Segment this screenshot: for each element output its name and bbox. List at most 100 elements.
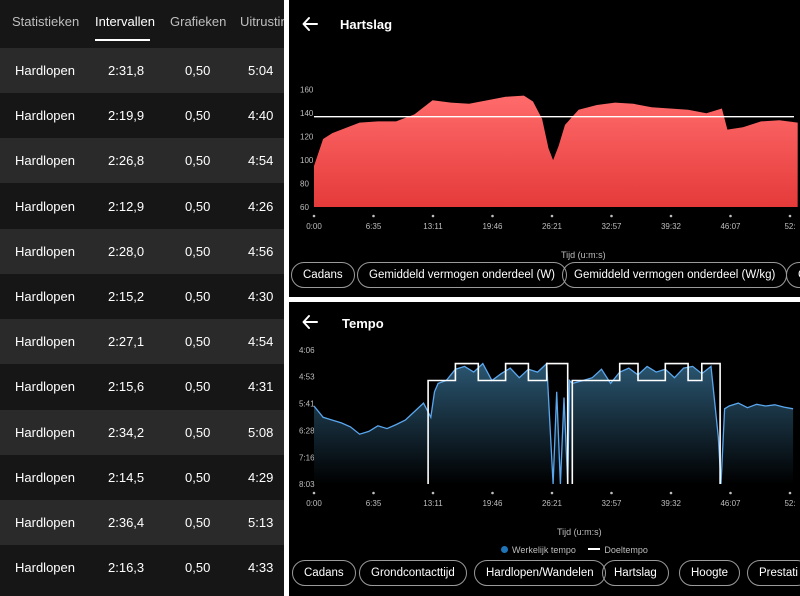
x-tick-dot: [312, 491, 316, 495]
x-tick-dot: [491, 491, 494, 495]
y-tick-label: 80: [300, 180, 309, 189]
chart-legend: Werkelijk tempo Doeltempo: [501, 545, 648, 555]
y-tick-label: 4:53: [299, 373, 315, 382]
interval-row[interactable]: Hardlopen 2:15,6 0,50 4:31: [0, 364, 284, 410]
filter-chip[interactable]: Hoogte: [679, 560, 741, 586]
filter-chip[interactable]: Hardlopen/Wandelen: [474, 560, 606, 586]
interval-time: 2:19,9: [108, 108, 145, 124]
interval-pace: 4:26: [248, 198, 274, 214]
interval-distance: 0,50: [185, 108, 211, 124]
interval-row[interactable]: Hardlopen 2:14,5 0,50 4:29: [0, 454, 284, 500]
interval-row[interactable]: Hardlopen 2:27,1 0,50 4:54: [0, 319, 284, 365]
x-tick-dot: [491, 214, 494, 218]
interval-pace: 4:29: [248, 469, 274, 485]
x-tick-label: 19:46: [482, 222, 503, 231]
activity-label: Hardlopen: [15, 198, 75, 214]
tab-uitrusting[interactable]: Uitrustin: [240, 14, 284, 29]
interval-pace: 4:56: [248, 243, 274, 259]
x-tick-label: 0:00: [306, 222, 322, 231]
target-pace-line: [427, 362, 721, 484]
x-tick-label: 46:07: [720, 499, 741, 508]
x-tick-label: 32:57: [601, 222, 622, 231]
x-tick-label: 26:21: [542, 499, 563, 508]
filter-chip[interactable]: Hartslag: [602, 560, 669, 586]
interval-row[interactable]: Hardlopen 2:19,9 0,50 4:40: [0, 93, 284, 139]
x-tick-dot: [610, 214, 613, 218]
interval-row[interactable]: Hardlopen 2:28,0 0,50 4:56: [0, 228, 284, 274]
heart-rate-chart: 60 80 100 120 140 160 0:00 6:35 13:11 19:46 26:21 3…: [300, 86, 798, 231]
x-tick-dot: [431, 214, 435, 218]
activity-label: Hardlopen: [15, 334, 75, 350]
y-tick-label: 140: [300, 109, 314, 118]
interval-pace: 5:13: [248, 515, 274, 530]
tab-statistieken[interactable]: Statistieken: [12, 14, 80, 29]
interval-pace: 4:40: [248, 108, 274, 124]
interval-distance: 0,50: [185, 515, 211, 530]
interval-distance: 0,50: [185, 334, 211, 350]
x-tick-dot: [431, 491, 435, 495]
y-tick-label: 120: [300, 133, 314, 142]
interval-pace: 4:33: [248, 560, 274, 576]
activity-label: Hardlopen: [15, 63, 75, 78]
interval-pace: 4:31: [248, 379, 274, 395]
tab-grafieken[interactable]: Grafieken: [170, 14, 227, 29]
y-tick-label: 7:16: [299, 453, 315, 462]
interval-row[interactable]: Hardlopen 2:26,8 0,50 4:54: [0, 138, 284, 184]
x-tick-dot: [729, 491, 732, 495]
x-tick-dot: [788, 214, 792, 218]
x-tick-label: 19:46: [482, 499, 503, 508]
y-tick-label: 4:06: [299, 346, 315, 355]
legend-dot-actual: [501, 546, 508, 553]
interval-time: 2:26,8: [108, 153, 145, 169]
interval-time: 2:16,3: [108, 560, 145, 576]
activity-label: Hardlopen: [15, 515, 75, 530]
interval-time: 2:27,1: [108, 334, 145, 350]
interval-distance: 0,50: [185, 469, 211, 485]
pace-chart: 4:06 4:53 5:41 6:28 7:16 8:03 0:00 6:35 13:11 19:…: [299, 346, 796, 508]
interval-time: 2:31,8: [108, 63, 145, 78]
y-tick-label: 100: [300, 156, 314, 165]
x-tick-label: 52:: [784, 222, 795, 231]
y-tick-label: 6:28: [299, 426, 315, 435]
filter-chip[interactable]: Cadans: [291, 262, 355, 288]
x-tick-label: 46:07: [720, 222, 741, 231]
interval-row[interactable]: Hardlopen 2:36,4 0,50 5:13: [0, 500, 284, 545]
x-tick-label: 26:21: [542, 222, 563, 231]
interval-pace: 5:08: [248, 424, 274, 440]
activity-label: Hardlopen: [15, 560, 75, 576]
interval-row[interactable]: Hardlopen 2:12,9 0,50 4:26: [0, 183, 284, 229]
interval-distance: 0,50: [185, 424, 211, 440]
filter-chip[interactable]: Gemiddeld vermogen onderdeel (W/kg): [562, 262, 788, 288]
x-tick-label: 39:32: [661, 222, 682, 231]
x-tick-dot: [550, 214, 554, 218]
interval-time: 2:34,2: [108, 424, 145, 440]
activity-label: Hardlopen: [15, 289, 75, 304]
back-arrow-icon[interactable]: [301, 15, 319, 33]
x-tick-label: 32:57: [601, 499, 622, 508]
legend-line-target: [588, 548, 601, 550]
activity-label: Hardlopen: [15, 424, 75, 440]
filter-chip[interactable]: Prestati: [747, 560, 800, 586]
activity-label: Hardlopen: [15, 469, 75, 485]
interval-distance: 0,50: [185, 198, 211, 214]
y-tick-label: 8:03: [299, 480, 315, 489]
filter-chip[interactable]: G: [786, 262, 800, 288]
interval-row[interactable]: Hardlopen 2:34,2 0,50 5:08: [0, 409, 284, 455]
activity-label: Hardlopen: [15, 153, 75, 169]
filter-chip[interactable]: Grondcontacttijd: [359, 560, 467, 586]
filter-chip[interactable]: Gemiddeld vermogen onderdeel (W): [357, 262, 568, 288]
tab-intervallen[interactable]: Intervallen: [95, 14, 155, 29]
x-tick-dot: [610, 491, 613, 495]
heart-rate-area: [314, 95, 798, 207]
x-tick-dot: [372, 214, 375, 218]
interval-row[interactable]: Hardlopen 2:31,8 0,50 5:04: [0, 48, 284, 93]
filter-chip[interactable]: Cadans: [292, 560, 356, 586]
interval-row[interactable]: Hardlopen 2:15,2 0,50 4:30: [0, 274, 284, 319]
interval-time: 2:14,5: [108, 469, 145, 485]
interval-row[interactable]: Hardlopen 2:16,3 0,50 4:33: [0, 545, 284, 591]
x-tick-label: 6:35: [366, 499, 382, 508]
x-axis-title: Tijd (u:m:s): [561, 250, 606, 260]
interval-time: 2:15,6: [108, 379, 145, 395]
back-arrow-icon[interactable]: [301, 313, 319, 331]
interval-pace: 4:54: [248, 153, 274, 169]
